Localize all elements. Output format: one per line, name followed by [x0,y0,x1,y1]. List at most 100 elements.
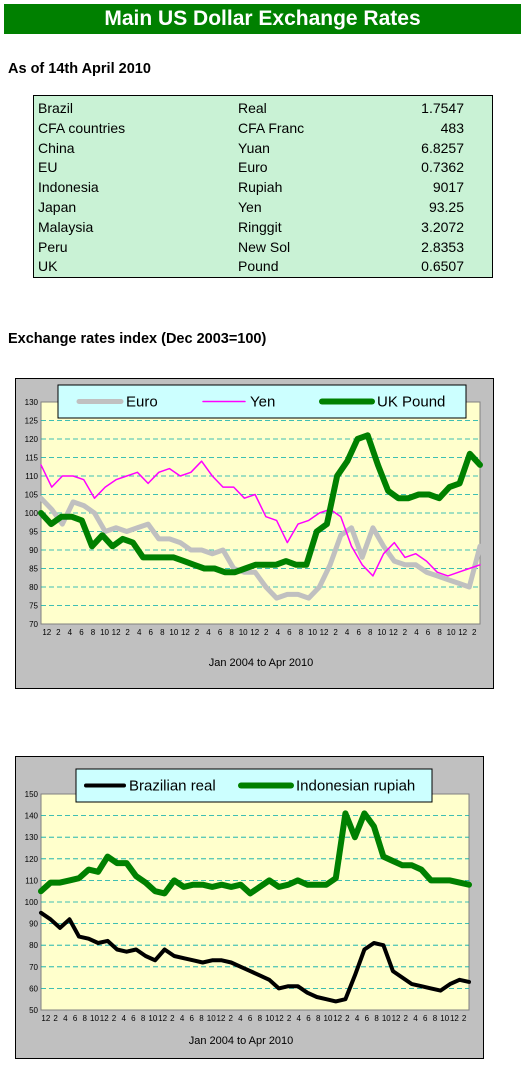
rate-cell: 93.25 [428,198,464,215]
y-tick-label: 85 [29,565,38,574]
x-tick-label: 10 [239,628,248,637]
currency-cell: Ringgit [238,218,282,235]
y-tick-label: 70 [29,620,38,629]
legend-label: Indonesian rupiah [296,778,415,795]
rate-cell: 0.6507 [421,258,464,275]
index-heading: Exchange rates index (Dec 2003=100) [8,331,267,347]
date-heading: As of 14th April 2010 [8,61,151,77]
y-tick-label: 100 [25,509,39,518]
x-tick-label: 10 [265,1014,274,1023]
exchange-rates-table: Brazil Real 1.7547 CFA countries CFA Franc 48… [33,95,493,278]
currency-cell: Pound [238,258,279,275]
legend-label: Brazilian real [129,778,216,795]
x-tick-label: 4 [355,1014,360,1023]
x-tick-label: 2 [404,1014,409,1023]
x-tick-label: 2 [333,628,338,637]
rate-cell: 3.2072 [421,218,464,235]
page-title: Main US Dollar Exchange Rates [4,4,521,34]
x-tick-label: 8 [316,1014,321,1023]
currency-cell: Euro [238,159,268,176]
x-tick-label: 2 [264,628,269,637]
x-tick-label: 4 [413,1014,418,1023]
x-tick-label: 4 [68,628,73,637]
y-tick-label: 95 [29,528,38,537]
x-tick-label: 8 [141,1014,146,1023]
x-tick-label: 4 [180,1014,185,1023]
x-tick-label: 6 [131,1014,136,1023]
x-tick-label: 12 [112,628,121,637]
x-tick-label: 8 [433,1014,438,1023]
x-tick-label: 12 [450,1014,459,1023]
country-cell: Malaysia [38,218,94,235]
y-tick-label: 105 [25,491,39,500]
x-tick-label: 2 [53,1014,58,1023]
x-tick-label: 8 [83,1014,88,1023]
rate-cell: 1.7547 [421,100,464,116]
x-tick-label: 8 [299,628,304,637]
series-line-euro [38,495,483,601]
x-tick-label: 6 [306,1014,311,1023]
x-tick-label: 12 [42,628,51,637]
y-tick-label: 70 [29,963,38,972]
x-tick-label: 2 [125,628,130,637]
y-tick-label: 75 [29,602,38,611]
x-tick-label: 12 [392,1014,401,1023]
x-tick-label: 12 [320,628,329,637]
y-tick-label: 50 [29,1006,38,1015]
x-tick-label: 2 [56,628,61,637]
series-line-yen [40,460,481,577]
x-tick-label: 4 [238,1014,243,1023]
x-tick-label: 10 [382,1014,391,1023]
y-tick-label: 120 [25,435,39,444]
x-tick-label: 8 [160,628,165,637]
x-tick-label: 8 [437,628,442,637]
y-tick-label: 90 [29,920,38,929]
y-tick-label: 130 [25,398,39,407]
x-tick-label: 8 [199,1014,204,1023]
series-line-indonesian-rupiah [38,810,472,897]
country-cell: EU [38,159,58,176]
x-tick-label: 6 [79,628,84,637]
x-tick-label: 8 [258,1014,263,1023]
chart-real-rupiah: 50 60 70 80 90 100 110 120 130 140 150 12 2 4 6 8 10 12 2 4… [15,756,484,1059]
x-tick-label: 12 [100,1014,109,1023]
rate-cell: 6.8257 [421,139,464,156]
rate-cell: 2.8353 [421,238,464,255]
rate-row: China Yuan 6.8257 [34,139,492,159]
x-tick-label: 8 [368,628,373,637]
y-tick-label: 150 [25,790,39,799]
x-tick-label: 6 [365,1014,370,1023]
x-tick-label: 6 [218,628,223,637]
x-tick-label: 12 [250,628,259,637]
x-tick-label: 6 [149,628,154,637]
x-tick-label: 10 [207,1014,216,1023]
x-tick-label: 2 [345,1014,350,1023]
chart-euro-yen-pound: 70 75 80 85 90 95 100 105 110 115 120 125 130 12 2 4 6 8 1… [15,378,494,689]
x-tick-label: 12 [389,628,398,637]
rate-row: Brazil Real 1.7547 [34,99,492,119]
x-tick-label: 12 [158,1014,167,1023]
x-tick-label: 2 [112,1014,117,1023]
x-tick-label: 8 [229,628,234,637]
x-tick-label: 2 [195,628,200,637]
rate-row: CFA countries CFA Franc 483 [34,119,492,139]
x-tick-label: 8 [374,1014,379,1023]
x-tick-label: 4 [345,628,350,637]
x-tick-label: 4 [63,1014,68,1023]
rate-row: EU Euro 0.7362 [34,158,492,178]
x-tick-label: 10 [90,1014,99,1023]
x-tick-label: 4 [121,1014,126,1023]
x-tick-label: 4 [137,628,142,637]
x-tick-label: 12 [217,1014,226,1023]
x-tick-label: 6 [426,628,431,637]
y-tick-label: 120 [25,855,39,864]
x-tick-label: 8 [91,628,96,637]
x-tick-label: 6 [287,628,292,637]
x-tick-label: 6 [73,1014,78,1023]
country-cell: CFA countries [38,119,126,136]
y-tick-label: 125 [25,417,39,426]
legend [57,384,467,419]
x-tick-label: 2 [472,628,477,637]
rate-cell: 9017 [432,179,464,196]
